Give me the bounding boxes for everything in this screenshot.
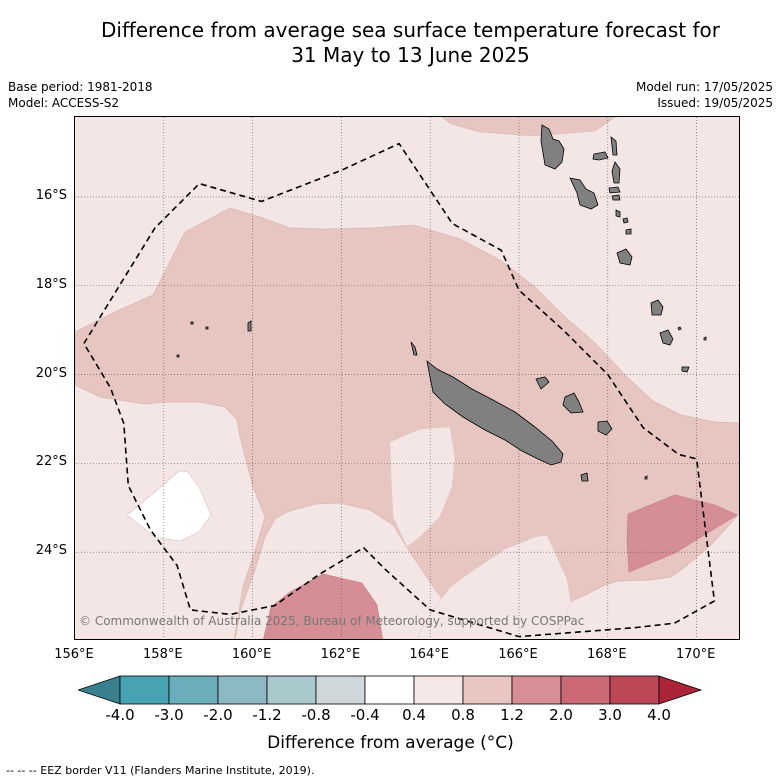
colorbar-tick-1: -3.0	[154, 706, 184, 724]
vanuatu-shepherds	[622, 217, 629, 224]
chesterfield-islet	[247, 320, 252, 332]
model-text: Model: ACCESS-S2	[8, 96, 120, 110]
colorbar-title: Difference from average (°C)	[267, 733, 514, 753]
colorbar-svg	[76, 675, 703, 705]
vanuatu-maewo	[610, 136, 618, 156]
colorbar	[76, 675, 706, 709]
vanuatu-aneityum	[681, 366, 690, 373]
lifou-island	[562, 392, 584, 414]
colorbar-segment-5	[364, 675, 415, 705]
base-period-text: Base period: 1981-2018	[8, 80, 153, 94]
reef-islet-2	[205, 326, 209, 330]
x-tick-label-3: 164°E	[409, 647, 449, 662]
map-panel	[74, 116, 740, 640]
y-tick-label-4: 24°S	[35, 543, 67, 559]
map-svg	[75, 117, 739, 639]
colorbar-segment-1	[168, 675, 219, 705]
reef-islet-4	[410, 341, 418, 356]
vanuatu-efate	[616, 248, 633, 266]
colorbar-tick-5: -0.4	[350, 706, 380, 724]
anomaly-band-1.2-2.0-southwest	[263, 573, 383, 639]
colorbar-segment-7	[462, 675, 513, 705]
copyright-text: © Commonwealth of Australia 2025, Bureau…	[79, 614, 585, 628]
vanuatu-espiritu-santo	[540, 124, 565, 170]
vanuatu-malekula	[569, 177, 599, 210]
colorbar-tick-6: 0.4	[402, 706, 426, 724]
colorbar-extend-high	[658, 675, 703, 705]
colorbar-segment-2	[217, 675, 268, 705]
anomaly-band-0.4-0.8-patch	[389, 426, 456, 548]
reef-islet-1	[190, 321, 194, 325]
colorbar-extend-low	[76, 675, 121, 705]
y-tick-label-3: 22°S	[35, 454, 67, 470]
anomaly-band-0.4-0.8-patch-south	[416, 534, 572, 639]
colorbar-segment-0	[119, 675, 170, 705]
vanuatu-pentecost	[611, 161, 621, 184]
y-tick-label-1: 18°S	[35, 276, 67, 292]
issued-text: Issued: 19/05/2025	[657, 96, 773, 110]
hunter-island	[703, 336, 707, 341]
x-tick-label-4: 166°E	[498, 647, 538, 662]
x-tick-label-2: 162°E	[320, 647, 361, 662]
colorbar-segment-8	[511, 675, 562, 705]
ouvea-island	[535, 376, 550, 390]
colorbar-tick-8: 1.2	[500, 706, 524, 724]
colorbar-tick-9: 2.0	[549, 706, 573, 724]
land-masses	[176, 124, 707, 482]
gridlines	[75, 117, 739, 639]
title-line-1: Difference from average sea surface temp…	[100, 18, 720, 42]
colorbar-tick-11: 4.0	[647, 706, 671, 724]
vanuatu-erromango	[650, 299, 664, 316]
x-tick-label-6: 170°E	[675, 647, 716, 662]
title-line-2: 31 May to 13 June 2025	[291, 43, 530, 67]
colorbar-segment-10	[609, 675, 660, 705]
meta-left: Base period: 1981-2018 Model: ACCESS-S2	[8, 79, 153, 111]
isle-of-pines	[580, 472, 589, 482]
colorbar-tick-0: -4.0	[105, 706, 135, 724]
y-tick-label-0: 16°S	[35, 187, 67, 203]
colorbar-tick-4: -0.8	[301, 706, 331, 724]
colorbar-segment-6	[413, 675, 464, 705]
eez-border	[83, 142, 716, 638]
vanuatu-ambrym	[611, 194, 621, 201]
vanuatu-epi	[615, 209, 621, 218]
vanuatu-ambae	[608, 186, 621, 194]
x-edge-label: 156°E	[54, 647, 94, 662]
colorbar-tick-7: 0.8	[451, 706, 475, 724]
anomaly-band-0.4-0.8-top	[441, 117, 616, 137]
x-tick-label-1: 160°E	[231, 647, 272, 662]
vanuatu-aniwa	[677, 326, 682, 331]
vanuatu-malo	[592, 151, 609, 161]
vanuatu-emae	[625, 228, 632, 235]
meta-right: Model run: 17/05/2025 Issued: 19/05/2025	[636, 79, 773, 111]
colorbar-segment-4	[315, 675, 366, 705]
x-tick-label-0: 158°E	[143, 647, 183, 662]
matthew-island	[644, 475, 648, 480]
chart-title: Difference from average sea surface temp…	[0, 18, 781, 68]
new-caledonia-island	[426, 360, 564, 466]
colorbar-tick-2: -2.0	[203, 706, 233, 724]
x-tick-label-5: 168°E	[587, 647, 627, 662]
colorbar-tick-10: 3.0	[598, 706, 622, 724]
mare-island	[597, 420, 613, 436]
reef-islet-3	[176, 354, 180, 358]
colorbar-segment-3	[266, 675, 317, 705]
y-tick-label-2: 20°S	[35, 365, 67, 381]
model-run-text: Model run: 17/05/2025	[635, 80, 773, 94]
vanuatu-tanna	[659, 329, 674, 346]
colorbar-tick-3: -1.2	[252, 706, 282, 724]
colorbar-segment-9	[560, 675, 611, 705]
eez-footnote: -- -- -- EEZ border V11 (Flanders Marine…	[6, 764, 315, 777]
